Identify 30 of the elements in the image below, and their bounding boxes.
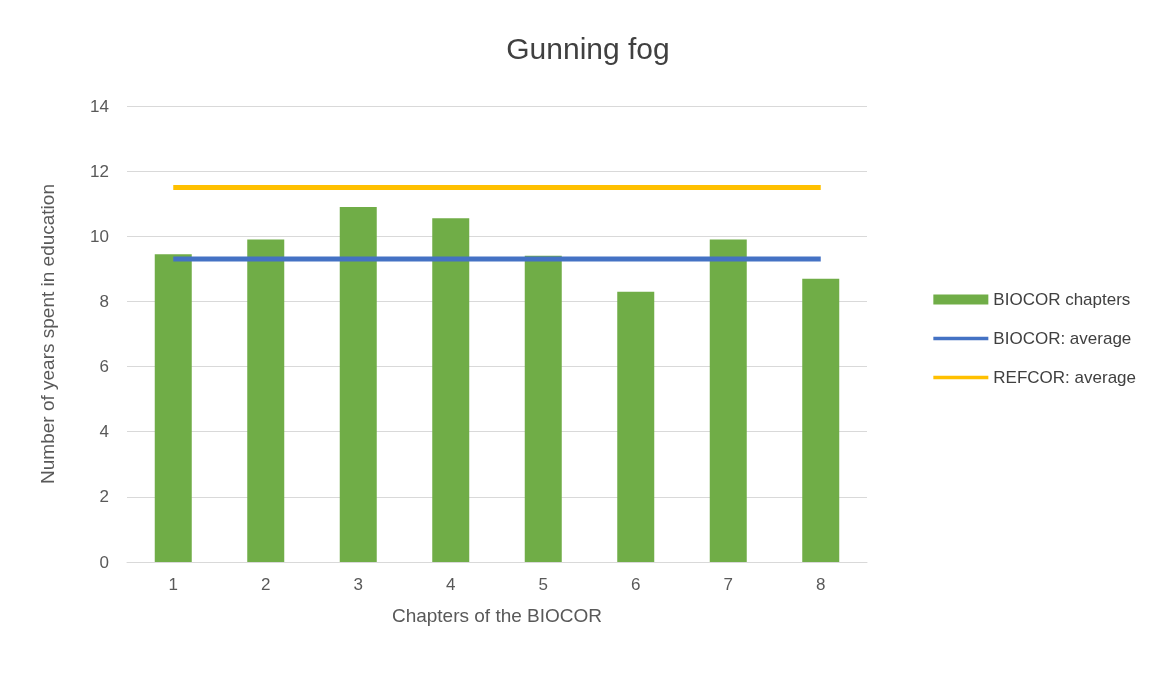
x-tick-label: 8 bbox=[816, 575, 826, 594]
y-tick-label: 14 bbox=[90, 96, 109, 116]
legend-label: BIOCOR: average bbox=[993, 329, 1132, 348]
x-tick-label: 3 bbox=[353, 575, 363, 594]
x-tick-label: 7 bbox=[723, 575, 733, 594]
x-tick-label: 6 bbox=[631, 575, 641, 594]
x-tick-label: 2 bbox=[261, 575, 271, 594]
x-tick-label: 1 bbox=[168, 575, 178, 594]
y-tick-label: 8 bbox=[99, 291, 109, 311]
bar bbox=[524, 255, 562, 562]
y-tick-label: 10 bbox=[90, 226, 109, 246]
bar bbox=[432, 218, 470, 562]
legend-label: BIOCOR chapters bbox=[993, 290, 1131, 309]
y-tick-label: 6 bbox=[99, 357, 109, 377]
chart-title: Gunning fog bbox=[506, 31, 670, 65]
x-axis-title: Chapters of the BIOCOR bbox=[391, 605, 603, 626]
x-tick-label: 5 bbox=[538, 575, 548, 594]
x-tick-label: 4 bbox=[446, 575, 456, 594]
y-tick-label: 4 bbox=[99, 422, 109, 442]
legend-label: REFCOR: average bbox=[993, 368, 1137, 387]
y-tick-label: 12 bbox=[90, 161, 109, 181]
bar bbox=[802, 278, 840, 562]
bar bbox=[154, 254, 192, 562]
y-tick-label: 2 bbox=[99, 487, 109, 507]
bar bbox=[247, 239, 285, 562]
bar bbox=[617, 291, 655, 562]
y-tick-label: 0 bbox=[99, 552, 109, 572]
bar bbox=[709, 239, 747, 562]
bar bbox=[339, 206, 377, 562]
y-axis-title: Number of years spent in education bbox=[37, 184, 58, 484]
